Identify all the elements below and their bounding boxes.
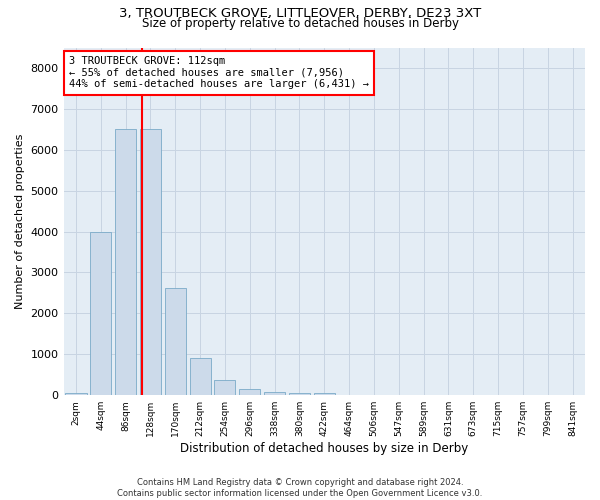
Bar [190, 358, 211, 395]
Bar [314, 393, 335, 395]
Text: 3 TROUTBECK GROVE: 112sqm
← 55% of detached houses are smaller (7,956)
44% of se: 3 TROUTBECK GROVE: 112sqm ← 55% of detac… [69, 56, 369, 90]
Bar [214, 380, 235, 395]
Text: Size of property relative to detached houses in Derby: Size of property relative to detached ho… [142, 18, 458, 30]
Y-axis label: Number of detached properties: Number of detached properties [15, 134, 25, 309]
Bar [289, 393, 310, 395]
Bar [115, 130, 136, 395]
X-axis label: Distribution of detached houses by size in Derby: Distribution of detached houses by size … [180, 442, 469, 455]
Bar [165, 288, 186, 395]
Text: Contains HM Land Registry data © Crown copyright and database right 2024.
Contai: Contains HM Land Registry data © Crown c… [118, 478, 482, 498]
Text: 3, TROUTBECK GROVE, LITTLEOVER, DERBY, DE23 3XT: 3, TROUTBECK GROVE, LITTLEOVER, DERBY, D… [119, 8, 481, 20]
Bar [264, 392, 285, 395]
Bar [90, 232, 112, 395]
Bar [140, 130, 161, 395]
Bar [65, 393, 86, 395]
Bar [239, 389, 260, 395]
